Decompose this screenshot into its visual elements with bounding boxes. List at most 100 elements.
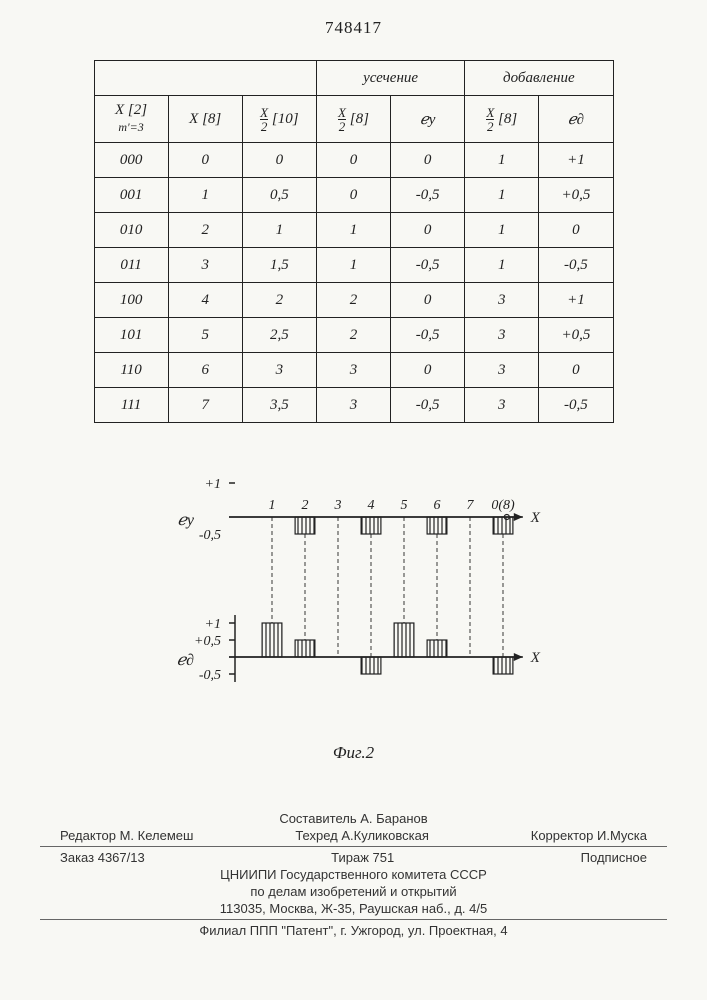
table-cell: 101 — [94, 318, 168, 353]
table-cell: 1 — [168, 178, 242, 213]
table-cell: +0,5 — [539, 178, 613, 213]
table-row: 110633030 — [94, 353, 613, 388]
table-cell: 1,5 — [242, 248, 316, 283]
data-table: усечение добавление X [2] m'=3 X [8] X2 … — [94, 60, 614, 423]
svg-text:X: X — [529, 650, 540, 666]
table-row: 01131,51-0,51-0,5 — [94, 248, 613, 283]
svg-text:ℯу: ℯу — [177, 512, 194, 529]
footer-org2: по делам изобретений и открытий — [40, 884, 667, 899]
table-cell: 2 — [168, 213, 242, 248]
footer-techred: Техред А.Куликовская — [295, 828, 429, 843]
svg-text:+1: +1 — [204, 477, 220, 492]
table-cell: 3 — [465, 318, 539, 353]
table-header-row: X [2] m'=3 X [8] X2 [10] X2 [8] ℯу X2 [8… — [94, 96, 613, 143]
table-cell: 0 — [391, 213, 465, 248]
table-cell: 3 — [465, 388, 539, 423]
table-cell: 3 — [465, 283, 539, 318]
table-cell: 1 — [465, 248, 539, 283]
table-cell: 2,5 — [242, 318, 316, 353]
table-cell: +1 — [539, 283, 613, 318]
table-cell: 4 — [168, 283, 242, 318]
table-cell: 2 — [316, 283, 390, 318]
svg-text:4: 4 — [367, 498, 374, 513]
table-cell: 3,5 — [242, 388, 316, 423]
svg-text:1: 1 — [268, 498, 275, 513]
figure-2: +1-0,5ℯуX12345670(8)+1+0,5-0,5ℯ∂X Фиг.2 — [40, 467, 667, 763]
footer-corrector: Корректор И.Муска — [531, 828, 647, 843]
table-row: 010211010 — [94, 213, 613, 248]
footer-addr2: Филиал ППП "Патент", г. Ужгород, ул. Про… — [40, 923, 667, 938]
svg-text:+1: +1 — [204, 617, 220, 632]
table-cell: 3 — [316, 353, 390, 388]
svg-text:-0,5: -0,5 — [198, 668, 220, 683]
table-cell: 3 — [168, 248, 242, 283]
col-header-2: X [8] — [168, 96, 242, 143]
table-cell: 3 — [316, 388, 390, 423]
footer-order: Заказ 4367/13 — [60, 850, 145, 865]
group-header-trunc: усечение — [316, 61, 464, 96]
table-cell: -0,5 — [391, 388, 465, 423]
col-header-4: X2 [8] — [316, 96, 390, 143]
table-cell: 010 — [94, 213, 168, 248]
table-cell: 0 — [316, 143, 390, 178]
svg-text:-0,5: -0,5 — [198, 528, 220, 543]
svg-text:3: 3 — [333, 498, 341, 513]
table-cell: 000 — [94, 143, 168, 178]
table-cell: 110 — [94, 353, 168, 388]
col-header-5: ℯу — [391, 96, 465, 143]
table-cell: 0 — [539, 353, 613, 388]
footer: Составитель А. Баранов Редактор М. Келем… — [40, 811, 667, 940]
footer-podpisnoe: Подписное — [581, 850, 647, 865]
table-cell: 0 — [242, 143, 316, 178]
footer-composer: Составитель А. Баранов — [279, 811, 427, 826]
footer-org1: ЦНИИПИ Государственного комитета СССР — [40, 867, 667, 882]
table-row: 00110,50-0,51+0,5 — [94, 178, 613, 213]
table-cell: 1 — [316, 213, 390, 248]
table-group-header-row: усечение добавление — [94, 61, 613, 96]
table-row: 10042203+1 — [94, 283, 613, 318]
col-header-7: ℯ∂ — [539, 96, 613, 143]
table-cell: 2 — [242, 283, 316, 318]
table-cell: 0,5 — [242, 178, 316, 213]
table-cell: 0 — [539, 213, 613, 248]
table-cell: +1 — [539, 143, 613, 178]
col-header-3: X2 [10] — [242, 96, 316, 143]
table-cell: 0 — [168, 143, 242, 178]
col-header-6: X2 [8] — [465, 96, 539, 143]
table-cell: -0,5 — [391, 318, 465, 353]
table-cell: 0 — [316, 178, 390, 213]
footer-addr1: 113035, Москва, Ж-35, Раушская наб., д. … — [40, 901, 667, 916]
figure-caption: Фиг.2 — [40, 743, 667, 763]
svg-text:+0,5: +0,5 — [194, 634, 221, 649]
table-cell: 6 — [168, 353, 242, 388]
svg-text:7: 7 — [466, 498, 474, 513]
footer-editor: Редактор М. Келемеш — [60, 828, 193, 843]
table-cell: -0,5 — [539, 248, 613, 283]
svg-text:2: 2 — [301, 498, 308, 513]
table-cell: 1 — [465, 178, 539, 213]
table-cell: 1 — [316, 248, 390, 283]
table-cell: 1 — [242, 213, 316, 248]
table-cell: 0 — [391, 143, 465, 178]
table-row: 00000001+1 — [94, 143, 613, 178]
table-cell: 011 — [94, 248, 168, 283]
table-cell: 100 — [94, 283, 168, 318]
col-header-1: X [2] m'=3 — [94, 96, 168, 143]
table-cell: 0 — [391, 353, 465, 388]
svg-text:X: X — [529, 510, 540, 526]
document-number: 748417 — [40, 18, 667, 38]
h1-top: X [2] — [115, 102, 147, 118]
svg-text:0(8): 0(8) — [491, 498, 515, 513]
table-cell: 5 — [168, 318, 242, 353]
table-cell: 2 — [316, 318, 390, 353]
svg-text:ℯ∂: ℯ∂ — [176, 652, 193, 669]
group-header-add: добавление — [465, 61, 613, 96]
table-cell: 001 — [94, 178, 168, 213]
svg-text:6: 6 — [433, 498, 440, 513]
figure-svg: +1-0,5ℯуX12345670(8)+1+0,5-0,5ℯ∂X — [144, 467, 564, 737]
table-cell: 111 — [94, 388, 168, 423]
table-cell: 0 — [391, 283, 465, 318]
footer-tirazh: Тираж 751 — [331, 850, 394, 865]
table-row: 11173,53-0,53-0,5 — [94, 388, 613, 423]
table-cell: -0,5 — [539, 388, 613, 423]
